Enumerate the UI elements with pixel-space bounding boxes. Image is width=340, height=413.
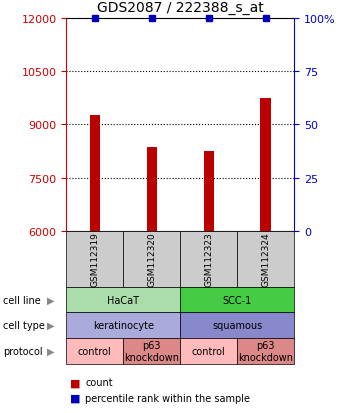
Text: percentile rank within the sample: percentile rank within the sample: [85, 393, 250, 403]
Text: ▶: ▶: [47, 346, 55, 356]
Text: GSM112323: GSM112323: [204, 232, 213, 287]
Text: GSM112319: GSM112319: [90, 232, 99, 287]
Text: SCC-1: SCC-1: [222, 295, 252, 305]
Text: GSM112324: GSM112324: [261, 232, 270, 286]
Text: cell type: cell type: [3, 320, 45, 330]
Bar: [204, 152, 214, 231]
Bar: [260, 98, 271, 231]
Text: ▶: ▶: [47, 295, 55, 305]
Text: protocol: protocol: [3, 346, 43, 356]
Text: keratinocyte: keratinocyte: [93, 320, 154, 330]
Text: control: control: [78, 346, 112, 356]
Text: count: count: [85, 377, 113, 387]
Text: squamous: squamous: [212, 320, 262, 330]
Text: HaCaT: HaCaT: [107, 295, 139, 305]
Text: ■: ■: [70, 393, 80, 403]
Text: cell line: cell line: [3, 295, 41, 305]
Text: p63
knockdown: p63 knockdown: [124, 340, 179, 362]
Text: GSM112320: GSM112320: [147, 232, 156, 287]
Bar: [147, 148, 157, 231]
Bar: [90, 116, 100, 231]
Text: control: control: [192, 346, 225, 356]
Title: GDS2087 / 222388_s_at: GDS2087 / 222388_s_at: [97, 1, 264, 15]
Text: ▶: ▶: [47, 320, 55, 330]
Text: ■: ■: [70, 377, 80, 387]
Text: p63
knockdown: p63 knockdown: [238, 340, 293, 362]
